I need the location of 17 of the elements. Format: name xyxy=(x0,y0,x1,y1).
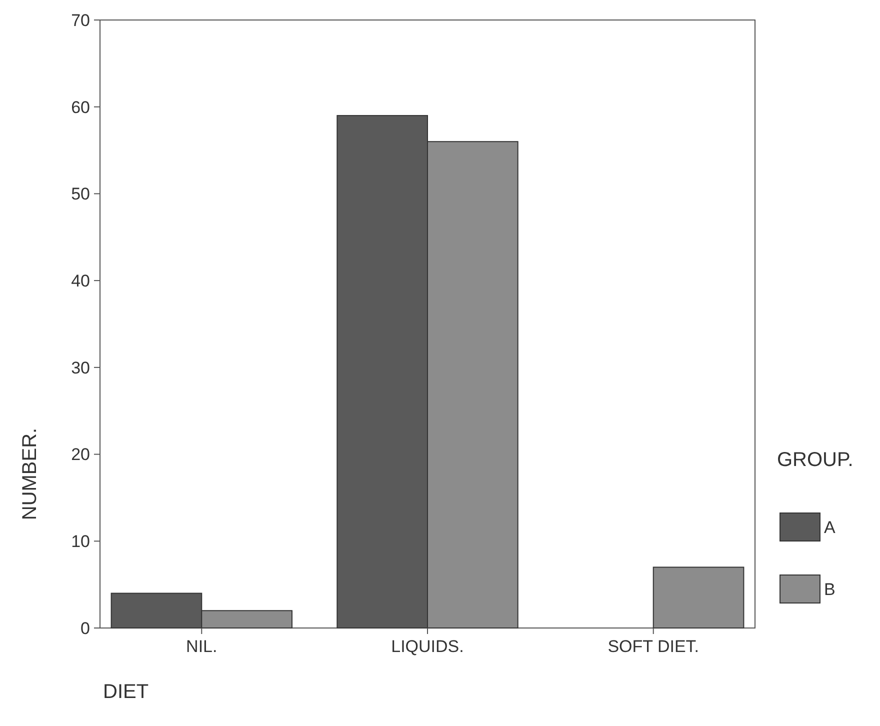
y-tick-label: 40 xyxy=(71,272,90,291)
x-axis-title: DIET xyxy=(103,681,149,703)
legend-label: A xyxy=(824,518,836,537)
y-tick-label: 60 xyxy=(71,98,90,117)
y-axis-title: NUMBER. xyxy=(19,428,41,520)
legend-label: B xyxy=(824,580,836,599)
x-tick-label: LIQUIDS. xyxy=(391,637,464,656)
legend-title: GROUP. xyxy=(777,449,854,471)
y-tick-label: 70 xyxy=(71,10,90,30)
bar xyxy=(652,566,744,628)
y-tick-label: 50 xyxy=(71,184,90,204)
x-tick-label: NIL. xyxy=(186,637,218,656)
y-tick-label: 30 xyxy=(71,358,90,378)
x-tick-label: SOFT DIET. xyxy=(608,637,700,656)
y-tick-label: 0 xyxy=(80,618,90,638)
y-tick-label: 20 xyxy=(71,445,90,464)
y-tick-label: 10 xyxy=(71,532,90,552)
